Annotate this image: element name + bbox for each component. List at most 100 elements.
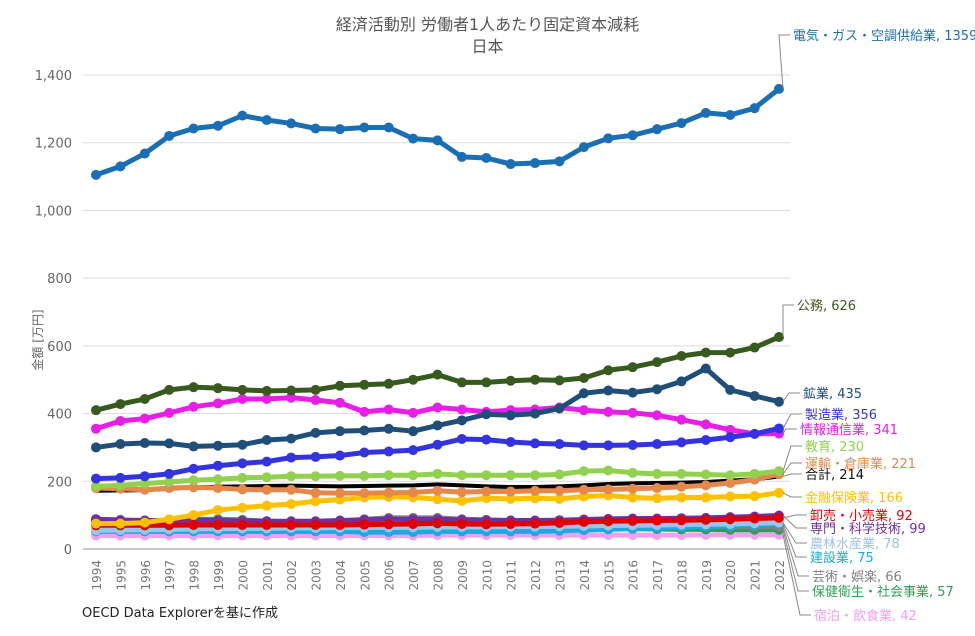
data-point xyxy=(139,394,150,405)
data-point xyxy=(749,390,760,401)
data-point xyxy=(676,414,687,425)
data-point xyxy=(481,519,492,530)
data-point xyxy=(261,385,272,396)
data-point xyxy=(212,383,223,394)
data-point xyxy=(139,148,150,159)
data-point xyxy=(725,491,736,502)
data-point xyxy=(334,470,345,481)
data-point xyxy=(286,392,297,403)
leader-line xyxy=(782,529,809,592)
data-point xyxy=(383,487,394,498)
data-point xyxy=(286,452,297,463)
data-point xyxy=(212,483,223,494)
data-point xyxy=(652,410,663,421)
data-point xyxy=(408,470,419,481)
data-point xyxy=(359,406,370,417)
series-label: 製造業, 356 xyxy=(805,407,877,423)
data-point xyxy=(530,493,541,504)
data-point xyxy=(652,357,663,368)
leader-line xyxy=(782,492,802,498)
data-point xyxy=(749,513,760,524)
x-tick-label: 2005 xyxy=(358,560,372,591)
data-point xyxy=(749,428,760,439)
data-point xyxy=(237,484,248,495)
data-point xyxy=(627,130,638,141)
chart-subtitle: 日本 xyxy=(471,37,504,56)
data-point xyxy=(237,519,248,530)
data-point xyxy=(432,135,443,146)
data-point xyxy=(286,484,297,495)
data-point xyxy=(725,514,736,525)
data-point xyxy=(91,473,101,484)
data-point xyxy=(261,394,272,405)
x-tick-label: 2015 xyxy=(602,560,616,591)
data-point xyxy=(408,426,419,437)
data-point xyxy=(554,517,565,528)
data-point xyxy=(603,440,614,451)
data-point xyxy=(188,382,199,393)
x-tick-label: 2002 xyxy=(285,560,299,591)
data-point xyxy=(749,491,760,502)
data-point xyxy=(749,103,760,114)
data-point xyxy=(456,470,467,481)
data-point xyxy=(700,480,711,491)
series-label: 卸売・小売業, 92 xyxy=(810,508,913,524)
data-point xyxy=(115,416,126,427)
data-point xyxy=(237,458,248,469)
x-tick-label: 1998 xyxy=(188,560,202,591)
data-point xyxy=(164,468,175,479)
y-tick-label: 200 xyxy=(47,475,72,490)
data-point xyxy=(91,405,101,416)
data-point xyxy=(383,423,394,434)
data-point xyxy=(286,385,297,396)
data-point xyxy=(188,441,199,452)
data-point xyxy=(164,438,175,449)
data-point xyxy=(91,518,101,529)
data-point xyxy=(554,403,565,414)
data-point xyxy=(700,434,711,445)
data-point xyxy=(700,492,711,503)
x-tick-label: 2011 xyxy=(505,560,519,591)
data-point xyxy=(578,142,589,153)
data-point xyxy=(310,395,321,406)
data-point xyxy=(164,476,175,487)
data-point xyxy=(456,415,467,426)
data-point xyxy=(212,519,223,530)
data-point xyxy=(115,480,126,491)
data-point xyxy=(139,478,150,489)
data-point xyxy=(212,505,223,516)
data-point xyxy=(700,107,711,118)
data-point xyxy=(652,515,663,526)
x-tick-label: 2004 xyxy=(334,560,348,591)
data-point xyxy=(578,388,589,399)
data-point xyxy=(554,375,565,386)
data-point xyxy=(578,466,589,477)
data-point xyxy=(432,402,443,413)
data-point xyxy=(774,423,784,434)
data-point xyxy=(578,440,589,451)
data-point xyxy=(408,445,419,456)
data-point xyxy=(310,487,321,498)
data-point xyxy=(115,439,126,450)
data-point xyxy=(554,156,565,167)
data-point xyxy=(456,495,467,506)
data-point xyxy=(188,482,199,493)
data-point xyxy=(505,486,516,497)
leader-line xyxy=(782,392,800,403)
data-point xyxy=(432,494,443,505)
leader-line xyxy=(778,34,790,89)
data-point xyxy=(676,351,687,362)
y-axis-label: 金額 [万円] xyxy=(30,309,45,370)
data-point xyxy=(139,471,150,482)
series-label: 情報通信業, 341 xyxy=(800,422,898,438)
series-label: 電気・ガス・空調供給業, 1359 xyxy=(793,28,975,44)
data-point xyxy=(115,161,126,172)
data-point xyxy=(261,519,272,530)
series-label: 教育, 230 xyxy=(805,439,864,455)
data-point xyxy=(481,152,492,163)
data-point xyxy=(652,439,663,450)
data-point xyxy=(188,475,199,486)
data-point xyxy=(237,384,248,395)
y-tick-label: 0 xyxy=(64,543,72,558)
data-point xyxy=(627,467,638,478)
